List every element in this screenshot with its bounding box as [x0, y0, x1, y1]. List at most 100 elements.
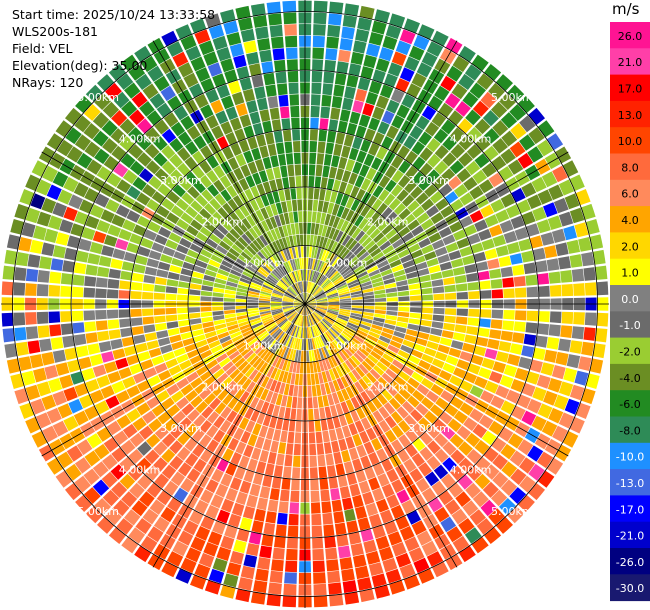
velocity-gate: [366, 265, 379, 274]
velocity-gate: [204, 579, 221, 595]
velocity-gate: [299, 338, 303, 350]
velocity-gate: [294, 373, 300, 385]
velocity-gate: [341, 388, 350, 401]
velocity-gate: [4, 249, 18, 265]
velocity-gate: [136, 402, 151, 416]
velocity-gate: [325, 345, 333, 357]
velocity-gate: [297, 295, 305, 304]
velocity-gate: [202, 280, 214, 287]
velocity-gate: [261, 534, 274, 547]
velocity-gate: [469, 82, 486, 99]
velocity-gate: [73, 262, 87, 275]
velocity-gate: [128, 527, 146, 544]
velocity-gate: [389, 259, 402, 268]
velocity-gate: [376, 95, 389, 110]
velocity-gate: [479, 318, 491, 328]
velocity-gate: [29, 239, 44, 254]
velocity-gate: [477, 327, 490, 338]
velocity-gate: [322, 318, 333, 327]
velocity-gate: [169, 334, 182, 344]
velocity-gate: [151, 403, 166, 417]
velocity-gate: [272, 290, 284, 297]
velocity-gate: [391, 425, 404, 438]
velocity-gate: [424, 121, 440, 137]
velocity-gate: [260, 388, 269, 401]
velocity-gate: [282, 305, 294, 309]
velocity-gate: [282, 371, 289, 383]
velocity-gate: [238, 139, 250, 153]
velocity-gate: [375, 535, 390, 550]
velocity-gate: [305, 293, 307, 304]
velocity-gate: [281, 478, 291, 490]
velocity-gate: [287, 311, 297, 319]
velocity-gate: [41, 394, 57, 411]
velocity-gate: [255, 159, 265, 172]
velocity-gate: [498, 255, 512, 267]
velocity-gate: [306, 327, 310, 339]
velocity-gate: [495, 385, 510, 399]
velocity-gate: [343, 271, 355, 280]
velocity-gate: [259, 449, 269, 463]
velocity-gate: [342, 497, 354, 511]
velocity-gate: [418, 237, 431, 249]
velocity-gate: [521, 182, 537, 198]
velocity-gate: [386, 125, 399, 140]
velocity-gate: [431, 239, 445, 250]
velocity-gate: [154, 284, 166, 293]
velocity-gate: [185, 423, 199, 437]
velocity-gate: [561, 284, 574, 297]
velocity-gate: [282, 301, 294, 303]
velocity-gate: [346, 520, 359, 534]
velocity-gate: [219, 240, 231, 251]
velocity-gate: [421, 540, 438, 557]
velocity-gate: [78, 238, 92, 252]
velocity-gate: [374, 9, 390, 24]
velocity-gate: [142, 184, 157, 198]
velocity-gate: [398, 160, 411, 174]
velocity-gate: [305, 300, 316, 304]
velocity-gate: [420, 218, 434, 231]
velocity-gate: [315, 259, 321, 271]
velocity-gate: [311, 246, 316, 258]
velocity-gate: [52, 420, 69, 437]
velocity-gate: [335, 365, 344, 378]
velocity-gate: [311, 94, 321, 106]
velocity-gate: [336, 317, 348, 324]
velocity-gate: [294, 432, 302, 444]
velocity-gate: [472, 491, 489, 508]
velocity-gate: [343, 251, 353, 262]
velocity-gate: [403, 458, 417, 473]
velocity-gate: [385, 568, 402, 584]
velocity-gate: [294, 350, 299, 362]
velocity-gate: [466, 326, 479, 336]
velocity-gate: [269, 216, 278, 229]
velocity-gate: [578, 356, 592, 371]
velocity-gate: [189, 318, 202, 325]
velocity-gate: [233, 167, 245, 181]
velocity-gate: [193, 135, 207, 150]
velocity-gate: [408, 354, 421, 365]
velocity-gate: [465, 432, 481, 448]
velocity-gate: [313, 24, 326, 36]
velocity-gate: [266, 594, 281, 607]
velocity-gate: [375, 306, 387, 311]
velocity-gate: [360, 281, 372, 288]
velocity-gate: [285, 323, 293, 334]
velocity-gate: [236, 311, 248, 317]
velocity-gate: [263, 319, 275, 326]
velocity-gate: [563, 367, 577, 383]
velocity-gate: [176, 377, 190, 390]
velocity-gate: [337, 286, 349, 293]
velocity-gate: [115, 357, 129, 370]
velocity-gate: [438, 226, 452, 238]
colorbar-swatch: [610, 22, 650, 49]
velocity-gate: [532, 247, 546, 261]
velocity-gate: [116, 73, 134, 90]
velocity-gate: [363, 340, 375, 350]
velocity-gate: [255, 196, 265, 209]
velocity-gate: [282, 306, 294, 311]
velocity-gate: [409, 468, 424, 483]
velocity-gate: [254, 86, 266, 100]
velocity-gate: [272, 48, 285, 61]
velocity-gate: [160, 506, 176, 523]
